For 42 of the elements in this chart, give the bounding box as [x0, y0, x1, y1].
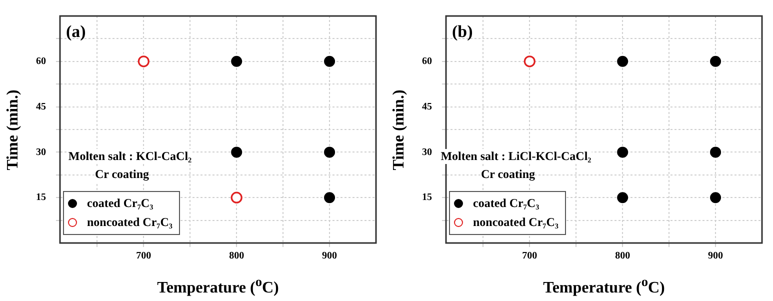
y-axis-title: Time (min.) — [4, 89, 22, 170]
point — [617, 56, 628, 67]
y-tick-label: 30 — [36, 146, 46, 158]
legend-label: noncoated Cr₇C₃ — [473, 215, 559, 230]
annotation: Molten salt : KCl-CaCl₂ — [68, 149, 192, 164]
point — [324, 192, 336, 204]
x-tick-label: 800 — [229, 250, 244, 262]
point — [230, 192, 242, 204]
x-tick-label: 900 — [322, 250, 338, 262]
x-tick-label: 900 — [708, 250, 724, 262]
annotation: Cr coating — [94, 167, 150, 182]
annotation: Molten salt : LiCl-KCl-CaCl₂ — [440, 149, 592, 164]
legend-label: noncoated Cr₇C₃ — [87, 215, 173, 230]
x-axis-title: Temperature ($^{o}$C) — [156, 274, 280, 297]
point — [710, 56, 722, 67]
annotation: Cr coating — [480, 167, 536, 182]
x-tick-label: 700 — [522, 250, 538, 262]
x-tick-label: 800 — [615, 250, 630, 262]
y-tick-label: 45 — [422, 101, 432, 112]
y-tick-label: 30 — [422, 146, 432, 158]
point — [524, 56, 536, 68]
x-tick-label: 700 — [136, 250, 152, 262]
point — [231, 146, 242, 158]
y-tick-label: 60 — [36, 56, 46, 67]
legend-label: coated Cr₇C₃ — [473, 196, 540, 211]
point — [617, 146, 628, 158]
y-axis-title: Time (min.) — [390, 89, 408, 170]
legend-label: coated Cr₇C₃ — [87, 196, 154, 211]
annotation: (b) — [452, 22, 473, 42]
annotation: (a) — [66, 22, 86, 42]
y-tick-label: 60 — [422, 56, 432, 67]
point — [617, 192, 628, 204]
point — [324, 146, 336, 158]
y-tick-label: 15 — [422, 192, 432, 204]
point — [324, 56, 336, 67]
x-axis-title: Temperature ($^{o}$C) — [542, 274, 666, 297]
y-tick-label: 15 — [36, 192, 46, 204]
y-tick-label: 45 — [36, 101, 46, 112]
point — [138, 56, 150, 68]
point — [231, 56, 242, 67]
point — [710, 192, 722, 204]
point — [710, 146, 722, 158]
